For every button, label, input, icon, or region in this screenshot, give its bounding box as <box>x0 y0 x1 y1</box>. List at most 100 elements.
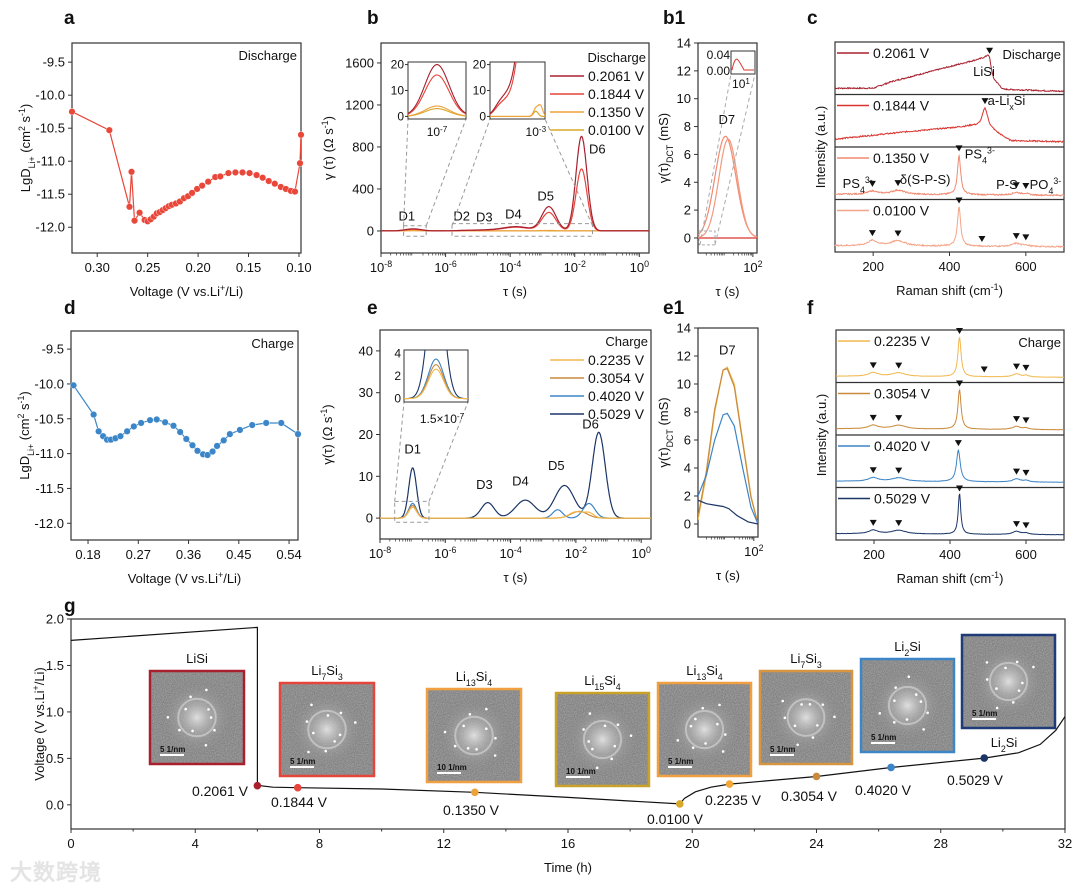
fft-ring <box>454 715 494 756</box>
diffraction-spot <box>689 724 693 728</box>
series-line-02235V <box>380 506 651 519</box>
zoom-connector <box>544 118 593 226</box>
diffraction-spot <box>205 688 208 692</box>
peak-label: δ(S-P-S) <box>900 172 951 187</box>
data-point <box>291 188 299 196</box>
diffraction-spot <box>591 747 594 751</box>
fft-ring <box>969 642 1048 721</box>
data-point <box>209 448 217 456</box>
y-tick-label: 8 <box>684 119 691 134</box>
peak-marker-icon <box>868 180 876 187</box>
data-point <box>68 108 76 116</box>
diffraction-spot <box>209 716 213 719</box>
peak-marker-icon <box>894 230 902 237</box>
diffraction-spot <box>204 743 208 747</box>
y-tick-label: 0.0 <box>46 797 64 812</box>
diffraction-spot <box>1011 701 1015 704</box>
fft-border <box>656 681 753 778</box>
y-axis-title: Intensity (a.u.) <box>814 394 829 476</box>
data-point <box>213 442 221 450</box>
diffraction-spot <box>796 743 799 747</box>
inset-series-line <box>404 368 468 400</box>
state-marker <box>725 780 734 788</box>
diffraction-spot <box>718 703 721 707</box>
x-axis-title: τ (s) <box>504 570 528 585</box>
peak-marker-icon <box>1012 233 1020 240</box>
y-tick-label: -11.5 <box>36 187 65 202</box>
x-tick-label: 100 <box>632 545 651 561</box>
inset-y-tick-label: 0 <box>394 392 401 406</box>
zoom-connector <box>403 118 409 226</box>
inset-x-tick-label: 10-3 <box>526 125 547 140</box>
peak-marker-icon <box>980 366 988 373</box>
data-point <box>248 421 256 429</box>
x-tick-label: 100 <box>630 259 649 275</box>
peak-marker-icon <box>869 519 877 526</box>
diffraction-spot <box>178 728 181 732</box>
y-tick-label: -10.5 <box>34 411 64 426</box>
fft-border <box>554 691 651 788</box>
peak-marker-icon <box>895 415 903 422</box>
data-point <box>105 126 113 134</box>
panel-letter-b: b <box>367 8 379 29</box>
diffraction-spot <box>691 746 695 749</box>
peak-label: D1 <box>399 209 416 224</box>
fft-ring <box>434 696 514 775</box>
x-tick-label: 10-6 <box>434 259 456 275</box>
data-point <box>188 441 196 449</box>
legend-label: 0.2061 V <box>588 68 645 84</box>
data-point <box>131 217 139 225</box>
peak-label: D5 <box>537 189 554 204</box>
diffraction-spot <box>305 720 309 723</box>
x-tick-label: 102 <box>743 259 762 275</box>
diffraction-spot <box>781 699 785 703</box>
peak-marker-icon <box>1012 182 1020 189</box>
legend-label: 0.0100 V <box>873 203 930 219</box>
y-axis-title: LgDLi+ (cm2 s-1) <box>16 391 36 479</box>
y-axis-title: γ(τ) (Ω s-1) <box>319 404 335 464</box>
peak-marker-icon <box>981 98 989 105</box>
state-marker <box>676 800 684 808</box>
fft-image: 5 1/nm <box>656 681 753 778</box>
diffraction-spot <box>333 740 336 743</box>
fft-ring <box>665 690 744 769</box>
peak-label: D6 <box>582 416 599 431</box>
peak-marker-icon <box>954 440 962 447</box>
y-tick-label: 800 <box>352 139 374 154</box>
diffraction-spot <box>189 695 192 699</box>
inset-series-line <box>408 64 466 114</box>
inset-y-tick-label: 2 <box>394 369 401 383</box>
panel-letter-e1: e1 <box>663 298 685 319</box>
x-axis-title: Raman shift (cm-1) <box>896 282 1003 298</box>
legend-title: Discharge <box>587 50 646 65</box>
data-point <box>176 428 184 436</box>
y-tick-label: 6 <box>684 432 691 447</box>
diffraction-spot <box>616 723 620 727</box>
peak-marker-icon <box>956 485 963 492</box>
voltage-label: 0.4020 V <box>855 782 912 798</box>
x-tick-label: 0.30 <box>85 260 110 275</box>
inset-series-line <box>731 58 754 71</box>
y-tick-label: -12.0 <box>35 220 65 235</box>
panel-letter-d: d <box>64 298 76 319</box>
diffraction-spot <box>676 739 680 742</box>
diffraction-spot <box>723 733 727 736</box>
phase-label: Li7Si3 <box>311 663 343 682</box>
spectrum-line <box>834 106 1065 144</box>
x-tick-label: 10-2 <box>565 545 587 561</box>
state-marker <box>293 783 302 792</box>
annotation: Charge <box>251 336 294 351</box>
peak-label: D7 <box>719 343 736 358</box>
inset-y-tick-label: 0.04 <box>707 48 731 62</box>
diffraction-spot <box>833 715 836 719</box>
voltage-label: 0.1844 V <box>271 794 328 810</box>
voltage-curve <box>70 626 1066 805</box>
scale-bar-label: 10 1/nm <box>566 767 596 776</box>
data-point <box>277 419 285 427</box>
x-tick-label: 0.25 <box>135 260 160 275</box>
series-line <box>698 499 758 525</box>
y-tick-label: 2.0 <box>46 612 64 627</box>
x-tick-label: 10-4 <box>499 545 521 561</box>
phase-label: Li13Si4 <box>686 663 723 682</box>
legend-label: 0.2235 V <box>874 333 931 349</box>
